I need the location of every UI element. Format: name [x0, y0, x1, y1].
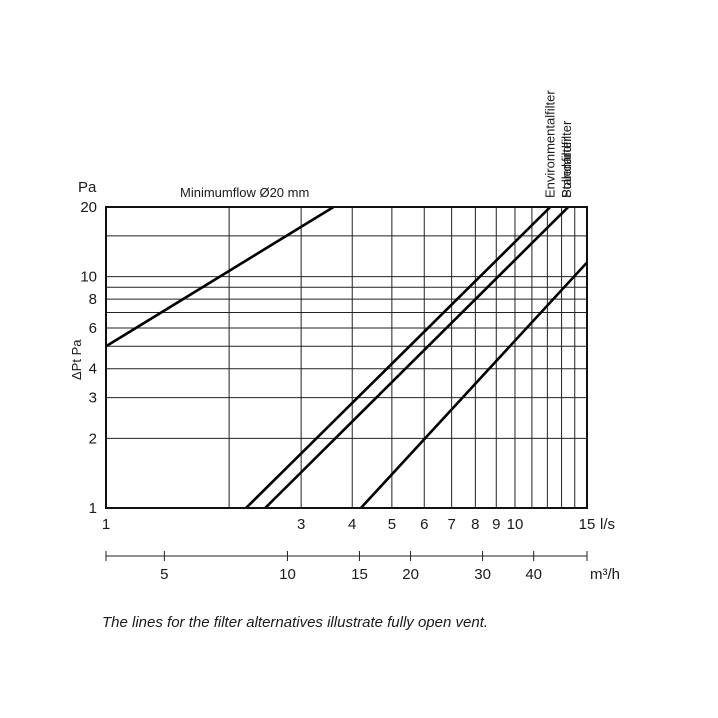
x-tick-label: 10 [507, 516, 524, 533]
y-unit-label: Pa [78, 179, 97, 196]
series-line [106, 207, 335, 348]
series-labels: Minimumflow Ø20 mm Environmentalfilter Pol… [180, 90, 574, 200]
x-tick-label: 4 [348, 516, 356, 533]
x-tick-label: 8 [471, 516, 479, 533]
x-unit-label: l/s [600, 516, 615, 533]
y-tick-label: 4 [89, 361, 97, 378]
series-label: Pollenfilter [559, 137, 574, 198]
x-tick-label: 7 [447, 516, 455, 533]
y-tick-label: 20 [80, 199, 97, 216]
secondary-x-unit-label: m³/h [590, 566, 620, 583]
series-label: Environmentalfilter [542, 90, 557, 198]
series-label: Standardfilter [559, 120, 574, 198]
y-tick-label: 10 [80, 269, 97, 286]
plot-frame [105, 206, 588, 509]
series-line [244, 207, 552, 508]
secondary-x-tick-label: 5 [160, 566, 168, 583]
secondary-x-axis: 5 10 15 20 30 40 [105, 551, 588, 583]
chart-caption: The lines for the filter alternatives il… [102, 614, 488, 631]
y-tick-label: 1 [89, 500, 97, 517]
secondary-x-tick-label: 15 [351, 566, 368, 583]
y-tick-label: 2 [89, 430, 97, 447]
x-tick-label: 15 [579, 516, 596, 533]
x-tick-label: 3 [297, 516, 305, 533]
x-tick-label: 6 [420, 516, 428, 533]
secondary-x-tick-label: 40 [525, 566, 542, 583]
series-line [359, 260, 587, 508]
series-label: Minimumflow Ø20 mm [180, 185, 309, 200]
x-tick-label: 5 [388, 516, 396, 533]
y-tick-label: 3 [89, 390, 97, 407]
y-tick-label: 8 [89, 291, 97, 308]
y-axis-label: ΔPt Pa [69, 339, 84, 380]
secondary-x-tick-label: 20 [402, 566, 419, 583]
x-tick-labels: 1 3 4 5 6 7 8 9 10 15 [102, 516, 596, 533]
y-tick-labels: 1 2 3 4 6 8 10 20 [80, 199, 97, 517]
x-tick-label: 1 [102, 516, 110, 533]
y-tick-label: 6 [89, 320, 97, 337]
grid-lines [106, 207, 587, 508]
secondary-x-tick-label: 30 [474, 566, 491, 583]
series-lines [106, 207, 587, 508]
x-tick-label: 9 [492, 516, 500, 533]
secondary-x-tick-label: 10 [279, 566, 296, 583]
series-line [263, 207, 570, 508]
